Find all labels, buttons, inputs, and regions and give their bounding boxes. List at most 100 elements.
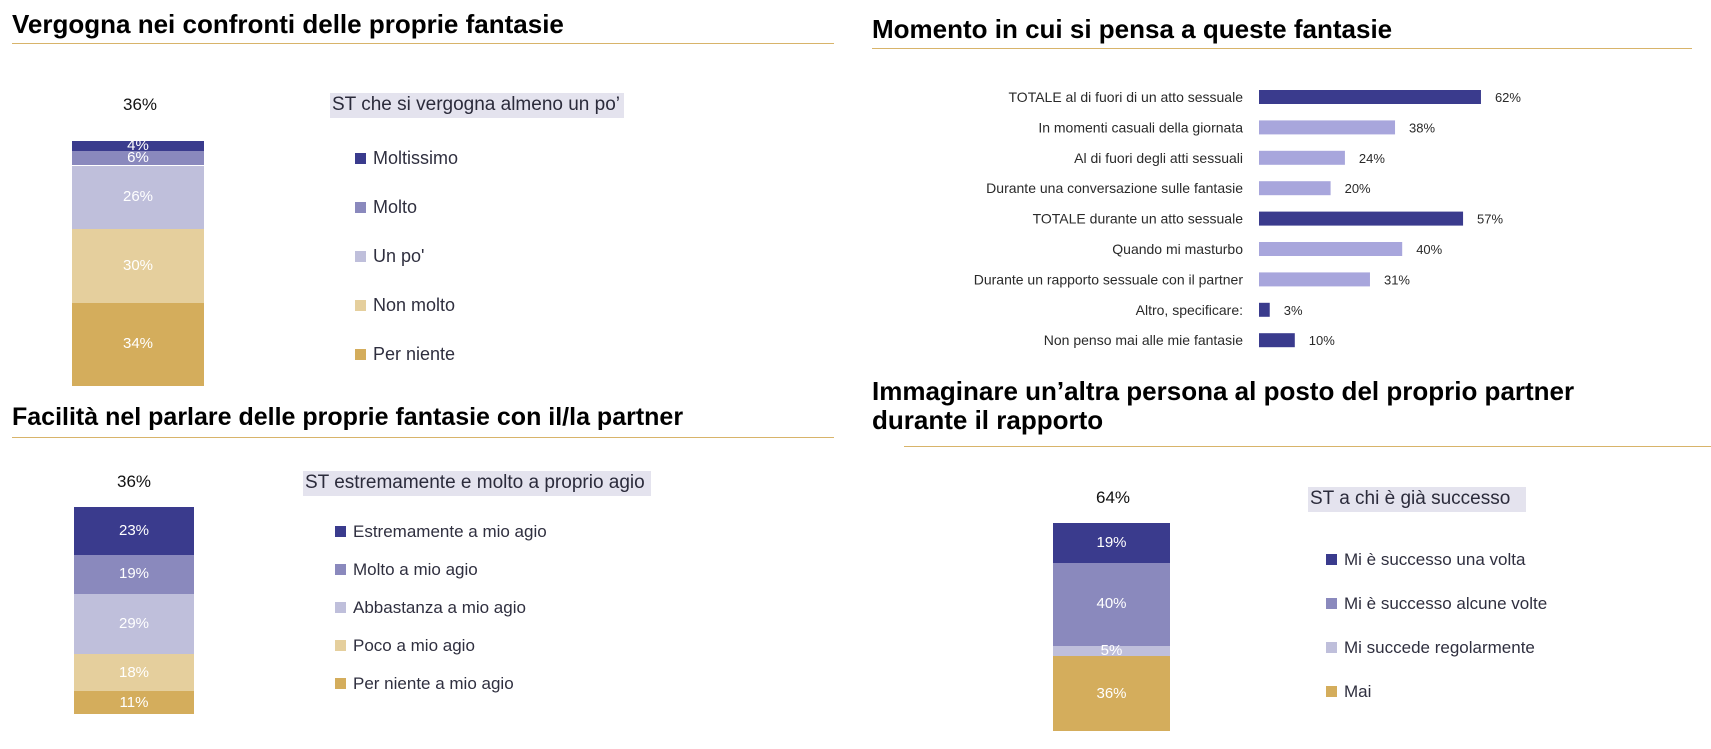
segment-value-label: 18%: [118, 663, 150, 681]
segment-value-label: 29%: [118, 614, 150, 632]
legend-item-poco-a-mio-agio: Poco a mio agio: [335, 636, 475, 656]
segment-value-label: 6%: [127, 149, 149, 167]
category-label: Non penso mai alle mie fantasie: [1044, 332, 1243, 348]
bar-value-label: 3%: [1284, 303, 1303, 318]
legend-label: Mi succede regolarmente: [1344, 637, 1535, 657]
legend-swatch: [1326, 686, 1337, 698]
legend-label: Estremamente a mio agio: [353, 521, 547, 541]
shame-stacked-bar: 4% 6% 26% 30% 34%: [72, 136, 204, 386]
legend-swatch: [355, 300, 366, 312]
legend-item-abbastanza-a-mio-agio: Abbastanza a mio agio: [335, 598, 526, 618]
shame-summary-label: ST che si vergogna almeno un po’: [330, 93, 624, 118]
imagine-stacked-bar: 19% 40% 5% 36%: [1053, 523, 1170, 731]
bar-in-momenti-casuali-della-giornata: [1259, 120, 1396, 135]
legend-label: Mi è successo alcune volte: [1344, 593, 1548, 613]
segment-value-label: 40%: [1096, 595, 1127, 613]
legend-swatch: [355, 251, 366, 263]
moment-title-rule: [872, 48, 1692, 49]
category-label: Al di fuori degli atti sessuali: [1074, 150, 1243, 166]
bar-durante-un-rapporto-sessuale-con-il-partner: [1259, 272, 1370, 287]
segment-value-label: 30%: [122, 256, 154, 274]
legend-item-moltissimo: Moltissimo: [355, 148, 458, 169]
ease-total-percent: 36%: [116, 472, 152, 491]
imagine-chart-title-line1: Immaginare un’altra persona al posto del…: [872, 376, 1575, 406]
legend-swatch: [355, 202, 366, 214]
shame-chart-title: Vergogna nei confronti delle proprie fan…: [12, 9, 564, 39]
segment-value-label: 34%: [122, 335, 154, 353]
legend-label: Un po': [373, 246, 425, 267]
imagine-chart-title-line2: durante il rapporto: [872, 405, 1104, 435]
imagine-total-percent: 64%: [1095, 488, 1131, 507]
legend-item-un-po: Un po': [355, 246, 424, 267]
moment-chart-title: Momento in cui si pensa a queste fantasi…: [872, 14, 1393, 44]
legend-item-per-niente: Per niente: [355, 344, 455, 365]
imagine-summary-label: ST a chi è già successo: [1308, 487, 1527, 512]
ease-chart-title: Facilità nel parlare delle proprie fanta…: [12, 403, 684, 431]
ease-summary-label: ST estremamente e molto a proprio agio: [303, 471, 651, 496]
legend-label: Per niente: [373, 344, 456, 365]
ease-stacked-bar: 23% 19% 29% 18% 11%: [74, 507, 194, 714]
imagine-title-rule: [904, 446, 1711, 447]
bar-segment-molto-a-mio-agio: 19%: [74, 554, 194, 594]
category-label: Altro, specificare:: [1136, 302, 1243, 318]
bar-segment-abbastanza-a-mio-agio: 29%: [74, 593, 194, 654]
segment-value-label: 4%: [127, 136, 149, 154]
bar-value-label: 20%: [1345, 181, 1371, 196]
legend-label: Abbastanza a mio agio: [353, 597, 526, 617]
bar-value-label: 40%: [1416, 242, 1442, 257]
bar-segment-un-po: 26%: [72, 165, 204, 230]
category-label: Durante una conversazione sulle fantasie: [986, 180, 1243, 196]
legend-swatch: [1326, 642, 1337, 654]
legend-label: Mi è successo una volta: [1344, 549, 1526, 569]
legend-swatch: [355, 349, 366, 361]
segment-value-label: 23%: [118, 521, 150, 539]
segment-value-label: 36%: [1096, 684, 1127, 702]
bar-segment-moltissimo: 4%: [72, 136, 204, 154]
legend-swatch: [1326, 598, 1337, 610]
bar-non-penso-mai-alle-mie-fantasie: [1259, 333, 1295, 348]
legend-swatch: [335, 564, 346, 576]
category-label: TOTALE al di fuori di un atto sessuale: [1009, 89, 1244, 105]
legend-swatch: [335, 602, 346, 614]
bar-altro-specificare: [1259, 302, 1270, 317]
bar-segment-per-niente-a-mio-agio: 11%: [74, 691, 194, 714]
bar-segment-molto: 6%: [72, 149, 204, 167]
bar-segment-estremamente-a-mio-agio: 23%: [74, 507, 194, 555]
bar-totale-al-di-fuori-di-un-atto-sessuale: [1259, 90, 1481, 104]
legend-swatch: [335, 526, 346, 538]
legend-label: Non molto: [373, 295, 456, 316]
legend-item-mi-e-successo-una-volta: Mi è successo una volta: [1326, 550, 1525, 570]
bar-durante-una-conversazione-sulle-fantasie: [1259, 181, 1331, 196]
category-label: In momenti casuali della giornata: [1038, 119, 1243, 135]
category-label: TOTALE durante un atto sessuale: [1033, 211, 1244, 227]
legend-swatch: [335, 640, 346, 652]
bar-segment-mi-e-successo-alcune-volte: 40%: [1053, 562, 1170, 646]
segment-value-label: 19%: [118, 565, 150, 583]
legend-label: Molto: [373, 197, 418, 218]
legend-label: Mai: [1344, 681, 1372, 701]
legend-swatch: [355, 153, 366, 165]
bar-segment-mai: 36%: [1053, 656, 1170, 731]
ease-title-rule: [12, 437, 834, 438]
category-label: Durante un rapporto sessuale con il part…: [974, 271, 1244, 287]
segment-value-label: 26%: [122, 188, 154, 206]
legend-item-per-niente-a-mio-agio: Per niente a mio agio: [335, 674, 514, 694]
legend-label: Poco a mio agio: [353, 635, 475, 655]
legend-item-mi-succede-regolarmente: Mi succede regolarmente: [1326, 638, 1535, 658]
bar-segment-per-niente: 34%: [72, 302, 204, 386]
bar-segment-mi-succede-regolarmente: 5%: [1053, 643, 1170, 658]
bar-quando-mi-masturbo: [1259, 242, 1403, 256]
bar-segment-poco-a-mio-agio: 18%: [74, 653, 194, 692]
legend-swatch: [335, 678, 346, 690]
shame-total-percent: 36%: [122, 95, 158, 114]
legend-label: Molto a mio agio: [353, 559, 478, 579]
bar-value-label: 62%: [1495, 90, 1521, 105]
legend-item-mi-e-successo-alcune-volte: Mi è successo alcune volte: [1326, 594, 1547, 614]
bar-value-label: 57%: [1477, 212, 1503, 227]
bar-value-label: 31%: [1384, 272, 1410, 287]
bar-totale-durante-un-atto-sessuale: [1259, 211, 1464, 226]
legend-label: Per niente a mio agio: [353, 673, 514, 693]
legend-item-molto: Molto: [355, 197, 417, 218]
bar-value-label: 38%: [1409, 120, 1435, 135]
